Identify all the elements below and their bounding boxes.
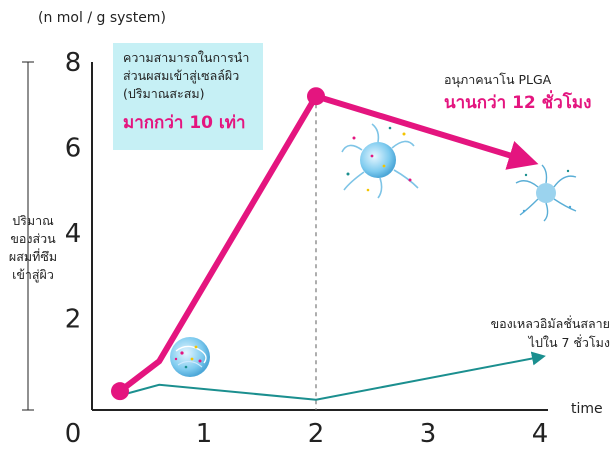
y-tick-labels: 0 2 4 6 8 — [65, 48, 82, 449]
x-tick-label: 1 — [196, 419, 213, 449]
x-tick-labels: 1 2 3 4 — [196, 419, 549, 449]
particle-medium-illustration — [341, 123, 419, 199]
x-tick-label: 3 — [420, 419, 437, 449]
series-emulsion-line — [119, 351, 546, 401]
data-point-marker — [111, 382, 129, 401]
series-plga-line — [118, 93, 539, 394]
y-axis-label: ปริมาณของส่วนผสมที่ซึมเข้าสู่ผิว — [8, 213, 58, 282]
x-tick-label: 2 — [308, 419, 325, 449]
emulsion-annotation: ของเหลวอิมัลชั่นสลายไปใน 7 ชั่วโมง — [490, 316, 610, 350]
data-points — [111, 87, 325, 401]
callout-highlight: มากกว่า 10 เท่า — [123, 113, 246, 133]
plga-annotation: อนุภาคนาโน PLGA — [444, 72, 552, 87]
particle-dispersed-illustration — [515, 164, 577, 222]
plga-annotation-highlight: นานกว่า 12 ชั่วโมง — [444, 93, 592, 113]
x-tick-label: 4 — [532, 419, 549, 449]
x-axis-label: time — [571, 401, 603, 417]
y-tick-label: 6 — [65, 134, 82, 164]
data-point-marker — [307, 87, 325, 106]
y-unit-label: (n mol / g system) — [38, 10, 166, 26]
callout-text: ความสามารถในการนำส่วนผสมเข้าสู่เซลล์ผิว … — [123, 50, 250, 101]
y-tick-label: 4 — [65, 219, 82, 249]
callout-box: ความสามารถในการนำส่วนผสมเข้าสู่เซลล์ผิว … — [113, 43, 263, 150]
y-tick-label: 8 — [65, 48, 82, 78]
y-tick-label: 0 — [65, 419, 82, 449]
y-tick-label: 2 — [65, 305, 82, 335]
particle-small-illustration — [170, 337, 210, 377]
